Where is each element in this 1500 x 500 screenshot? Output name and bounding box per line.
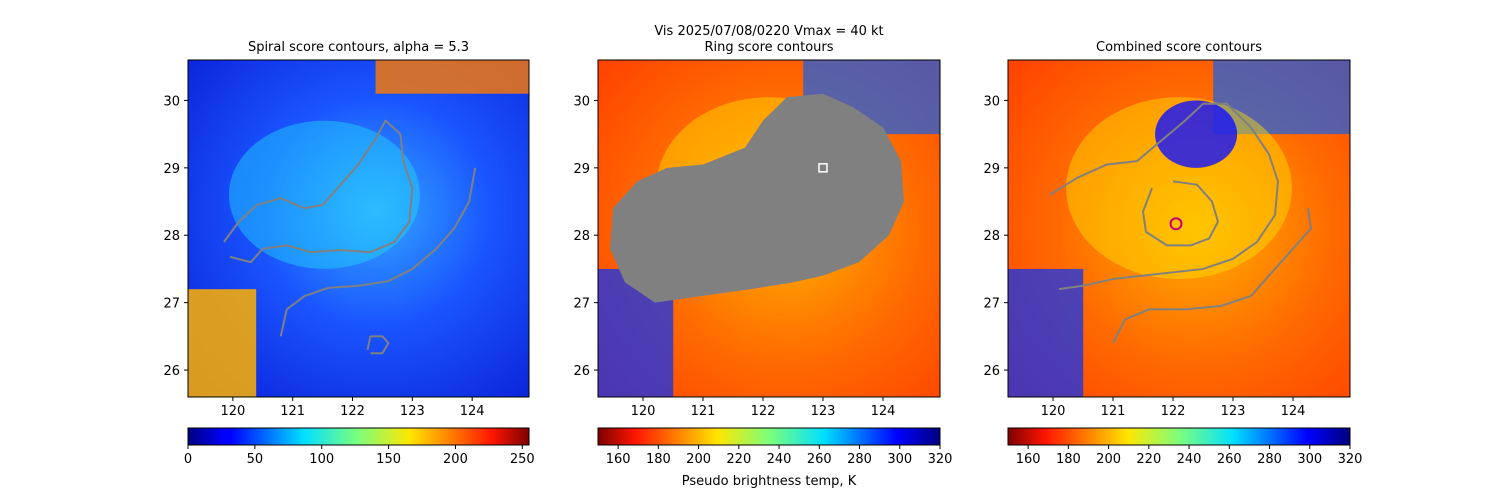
x-tick-label: 120 [1041, 404, 1066, 419]
colorbar [597, 427, 941, 446]
colorbar [1007, 427, 1351, 446]
y-tick-label: 29 [983, 162, 1000, 177]
colorbar-tick-label: 160 [1016, 452, 1041, 467]
y-tick-label: 26 [983, 364, 1000, 379]
y-tick-label: 28 [573, 229, 590, 244]
panel-2: Ring score contours 120 121 122 123 124 26 27 28… [573, 40, 952, 467]
colorbar-tick-label: 320 [928, 452, 953, 467]
colorbar-tick-label: 160 [606, 452, 631, 467]
ring-score-region [610, 93, 904, 303]
colorbar-tick-label: 320 [1338, 452, 1363, 467]
colorbar-tick-label: 240 [1177, 452, 1202, 467]
cold-patch [1213, 60, 1350, 135]
x-tick-label: 123 [1221, 404, 1246, 419]
y-tick-label: 27 [573, 297, 590, 312]
y-tick-label: 26 [573, 364, 590, 379]
cloud-band [228, 120, 420, 269]
panel-3: Combined score contours 120 121 122 123 124 26… [983, 40, 1362, 467]
x-tick-label: 124 [871, 404, 896, 419]
cold-patch [1008, 268, 1084, 397]
x-tick-label: 120 [220, 404, 245, 419]
colorbar-tick-label: 100 [309, 452, 334, 467]
colorbar-tick-label: 300 [887, 452, 912, 467]
colorbar-tick-label: 200 [443, 452, 468, 467]
axes-frame [1007, 59, 1351, 398]
colorbar-tick-label: 0 [184, 452, 192, 467]
x-tick-label: 122 [340, 404, 365, 419]
warm-patch [188, 289, 257, 397]
colorbar-tick-label: 250 [510, 452, 535, 467]
x-tick-label: 124 [460, 404, 485, 419]
score-contour [279, 167, 477, 337]
x-tick-label: 122 [1161, 404, 1186, 419]
panel-title: Spiral score contours, alpha = 5.3 [248, 40, 469, 55]
colorbar [187, 427, 530, 446]
colorbar-tick-label: 260 [807, 452, 832, 467]
score-contour [1049, 102, 1279, 291]
figure-suptitle: Vis 2025/07/08/0220 Vmax = 40 kt [654, 24, 883, 39]
x-tick-label: 122 [751, 404, 776, 419]
score-contour [1112, 208, 1312, 344]
score-contour [1142, 180, 1219, 247]
panel-title: Combined score contours [1096, 40, 1262, 55]
colorbar-label: Pseudo brightness temp, K [682, 474, 857, 489]
warm-patch [375, 60, 529, 94]
colorbar-tick-label: 220 [1136, 452, 1161, 467]
x-tick-label: 124 [1281, 404, 1306, 419]
colorbar-tick-label: 180 [1056, 452, 1081, 467]
y-tick-label: 29 [573, 162, 590, 177]
x-tick-label: 121 [280, 404, 305, 419]
x-tick-label: 120 [631, 404, 656, 419]
panel-1: Spiral score contours, alpha = 5.3 120 121… [163, 40, 534, 467]
y-tick-label: 27 [983, 297, 1000, 312]
colorbar-tick-label: 260 [1217, 452, 1242, 467]
center-marker-square [818, 163, 828, 173]
y-tick-label: 30 [163, 94, 180, 109]
y-tick-label: 30 [983, 94, 1000, 109]
colorbar-tick-label: 300 [1297, 452, 1322, 467]
score-contour [366, 335, 390, 355]
y-tick-label: 28 [163, 229, 180, 244]
cold-cloud [1155, 100, 1238, 168]
colorbar-tick-label: 280 [847, 452, 872, 467]
y-tick-label: 29 [163, 162, 180, 177]
x-tick-label: 121 [691, 404, 716, 419]
image-field [598, 60, 940, 397]
panel-title: Ring score contours [704, 40, 833, 55]
colorbar-tick-label: 200 [686, 452, 711, 467]
image-field [1008, 60, 1350, 397]
image-field [188, 60, 529, 397]
axes-frame [187, 59, 530, 398]
x-tick-label: 123 [811, 404, 836, 419]
axes-frame [597, 59, 941, 398]
y-tick-label: 30 [573, 94, 590, 109]
y-tick-label: 26 [163, 364, 180, 379]
colorbar-tick-label: 220 [726, 452, 751, 467]
colorbar-tick-label: 280 [1257, 452, 1282, 467]
x-tick-label: 123 [400, 404, 425, 419]
y-tick-label: 27 [163, 297, 180, 312]
colorbar-tick-label: 50 [247, 452, 264, 467]
colorbar-tick-label: 240 [767, 452, 792, 467]
y-tick-label: 28 [983, 229, 1000, 244]
center-marker-circle [1169, 217, 1183, 231]
x-tick-label: 121 [1101, 404, 1126, 419]
colorbar-tick-label: 200 [1096, 452, 1121, 467]
score-contour [223, 119, 414, 264]
colorbar-tick-label: 180 [646, 452, 671, 467]
colorbar-tick-label: 150 [376, 452, 401, 467]
